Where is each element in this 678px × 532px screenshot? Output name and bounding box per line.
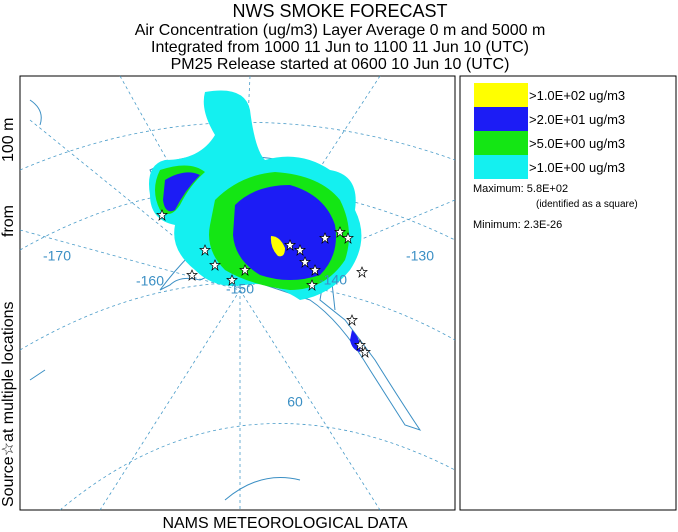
- title: NWS SMOKE FORECAST: [232, 1, 447, 21]
- source-marker: [309, 264, 321, 276]
- legend-label: >5.0E+00 ug/m3: [529, 136, 625, 151]
- side-label: Source☆ at multiple locations from 100 m: [0, 118, 17, 507]
- minimum-value: 2.3E-26: [524, 219, 563, 231]
- source-markers: [156, 209, 371, 358]
- source-marker: [359, 346, 371, 358]
- legend-label: >1.0E+02 ug/m3: [529, 88, 625, 103]
- minimum: Minimum: 2.3E-26: [473, 219, 562, 231]
- legend-label: >1.0E+00 ug/m3: [529, 160, 625, 175]
- source-marker: [319, 232, 331, 244]
- source-marker: [354, 339, 366, 351]
- side-text: at multiple locations: [0, 301, 17, 442]
- source-marker: [294, 244, 306, 256]
- smoke-plumes: [149, 90, 362, 352]
- plume-area: [163, 172, 361, 352]
- source-marker: [209, 259, 221, 271]
- legend-label: >2.0E+01 ug/m3: [529, 112, 625, 127]
- map-label: -160: [136, 273, 164, 289]
- source-marker: [226, 274, 238, 286]
- legend-swatch: [474, 107, 528, 131]
- maximum-label: Maximum:: [473, 183, 524, 195]
- map-label: -150: [226, 281, 254, 297]
- legend-swatch: [474, 131, 528, 155]
- map-label: -130: [406, 248, 434, 264]
- side-text: Source☆: [0, 442, 17, 507]
- maximum-note: (identified as a square): [536, 199, 638, 210]
- map-label: -140: [319, 272, 347, 288]
- source-marker: [356, 266, 368, 278]
- source-marker: [346, 314, 358, 326]
- source-marker: [199, 244, 211, 256]
- source-marker: [334, 226, 346, 238]
- side-text: from: [0, 205, 17, 237]
- map-label: 60: [287, 394, 303, 410]
- subtitle: PM25 Release started at 0600 10 Jun 10 (…: [171, 56, 510, 73]
- source-marker: [284, 239, 296, 251]
- map-label: -170: [43, 248, 71, 264]
- plume-area: [270, 236, 285, 257]
- subtitle: Integrated from 1000 11 Jun to 1100 11 J…: [151, 39, 529, 56]
- legend-swatch: [474, 83, 528, 107]
- legend-swatch: [474, 155, 528, 179]
- legend: >1.0E+02 ug/m3 >2.0E+01 ug/m3 >5.0E+00 ug/…: [474, 83, 625, 179]
- side-text: 100 m: [0, 118, 17, 162]
- source-marker: [186, 269, 198, 281]
- source-marker: [342, 232, 354, 244]
- footer: NAMS METEOROLOGICAL DATA: [162, 515, 407, 532]
- maximum: Maximum: 5.8E+02: [473, 183, 568, 195]
- minimum-label: Minimum:: [473, 219, 521, 231]
- subtitle: Air Concentration (ug/m3) Layer Average …: [135, 22, 546, 39]
- map-labels: -170 -160 -150 -140 -130 60: [43, 248, 434, 410]
- source-marker: [306, 279, 318, 291]
- source-marker: [156, 209, 168, 221]
- maximum-value: 5.8E+02: [527, 183, 568, 195]
- source-marker: [239, 264, 251, 276]
- source-marker: [299, 256, 311, 268]
